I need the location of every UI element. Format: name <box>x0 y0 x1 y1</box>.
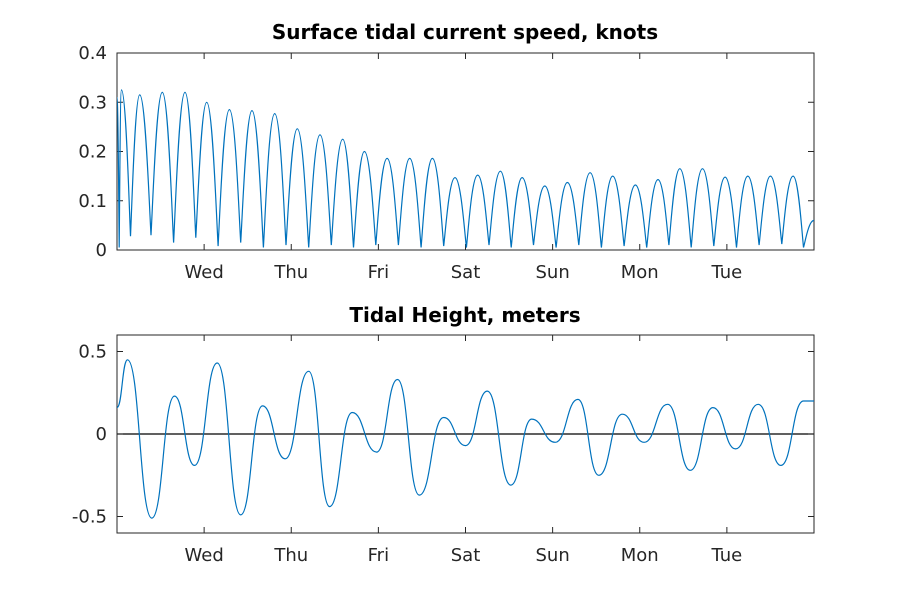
x-tick-label: Tue <box>711 262 743 283</box>
current-speed-chart: Surface tidal current speed, knots Wed Th… <box>78 20 815 283</box>
x-tick-label: Fri <box>368 545 389 566</box>
tidal-height-chart: Tidal Height, meters Wed Thu Fri Sat Sun Mon T… <box>72 303 815 566</box>
x-tick-label: Sun <box>536 545 570 566</box>
y-tick-label: 0.2 <box>78 142 107 163</box>
x-tick-label: Wed <box>185 545 224 566</box>
x-axis: Wed Thu Fri Sat Sun Mon Tue <box>185 53 743 283</box>
y-tick-label: 0.4 <box>78 43 107 64</box>
chart-title: Tidal Height, meters <box>349 303 580 327</box>
x-tick-label: Sat <box>451 545 481 566</box>
x-tick-label: Thu <box>273 262 308 283</box>
y-axis: -0.5 0 0.5 <box>72 342 814 528</box>
x-tick-label: Sat <box>451 262 481 283</box>
x-tick-label: Wed <box>185 262 224 283</box>
x-tick-label: Fri <box>368 262 389 283</box>
speed-series-line <box>116 89 815 248</box>
x-axis: Wed Thu Fri Sat Sun Mon Tue <box>185 335 743 566</box>
y-tick-label: 0.5 <box>78 342 107 363</box>
x-tick-label: Tue <box>711 545 743 566</box>
y-tick-label: -0.5 <box>72 507 107 528</box>
chart-title: Surface tidal current speed, knots <box>272 20 658 44</box>
x-tick-label: Sun <box>536 262 570 283</box>
height-series-line <box>116 359 814 519</box>
x-tick-label: Mon <box>621 262 659 283</box>
plot-area-frame <box>116 52 815 251</box>
y-tick-label: 0 <box>96 240 107 261</box>
y-tick-label: 0.1 <box>78 191 107 212</box>
y-axis: 0 0.1 0.2 0.3 0.4 <box>78 43 814 261</box>
x-tick-label: Mon <box>621 545 659 566</box>
y-tick-label: 0 <box>96 424 107 445</box>
y-tick-label: 0.3 <box>78 92 107 113</box>
x-tick-label: Thu <box>273 545 308 566</box>
